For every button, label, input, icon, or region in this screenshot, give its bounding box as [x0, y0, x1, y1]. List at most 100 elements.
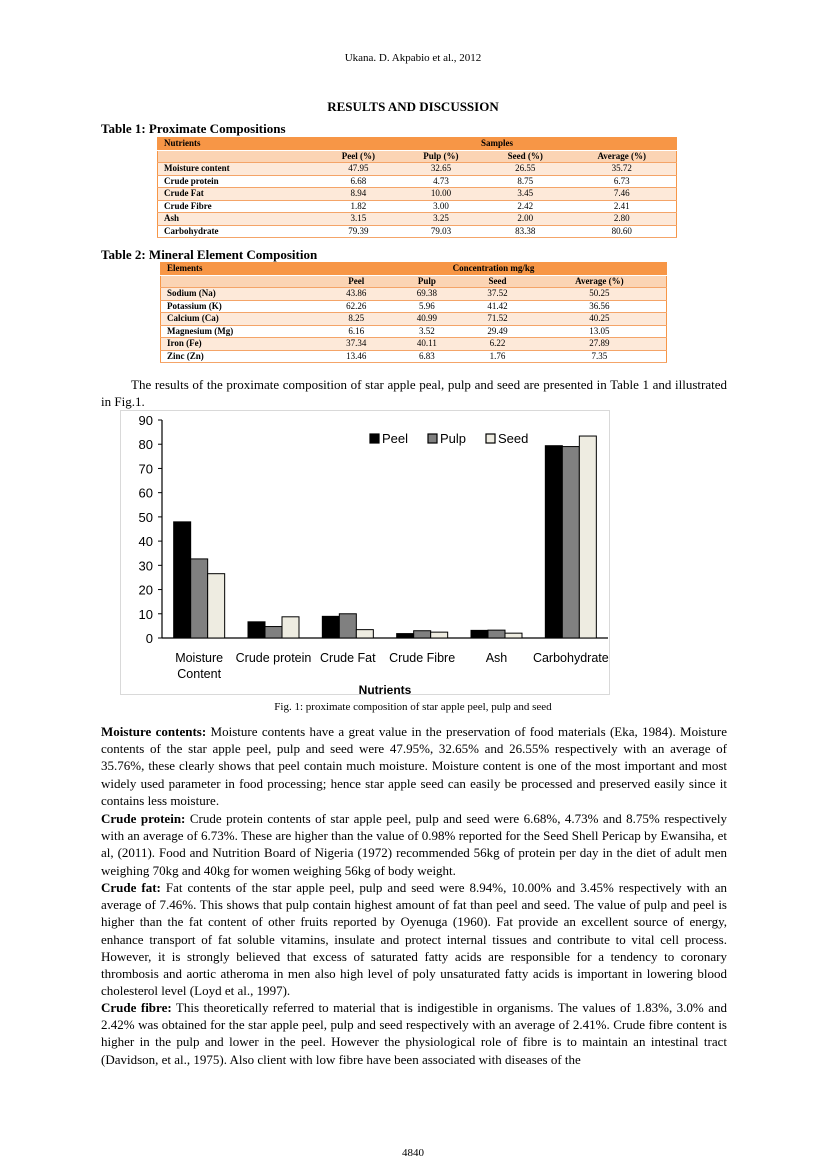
cell-value: 26.55: [483, 162, 568, 176]
bar-pulp: [338, 613, 357, 639]
y-tick-label: 70: [139, 461, 153, 476]
table1-row: Crude Fibre 1.82 3.00 2.42 2.41: [157, 200, 677, 213]
cell-value: 3.25: [398, 212, 484, 226]
x-tick-label: Crude Fibre: [389, 651, 455, 665]
section-title: RESULTS AND DISCUSSION: [327, 99, 499, 114]
y-tick-label: 50: [139, 510, 153, 525]
cell-value: 35.72: [567, 162, 677, 176]
table1-row: Ash 3.15 3.25 2.00 2.80: [157, 212, 677, 226]
paragraph-fibre: Crude fibre: This theoretically referred…: [101, 999, 727, 1068]
bar-seed: [355, 629, 374, 639]
bar-seed: [430, 631, 449, 639]
y-tick-label: 0: [146, 631, 153, 646]
table1-subheader: Peel (%): [318, 150, 399, 163]
cell-value: 8.75: [483, 175, 568, 188]
cell-value: 50.25: [532, 287, 667, 301]
cell-value: 36.56: [532, 300, 667, 313]
cell-value: 79.03: [398, 225, 484, 238]
proximate-bar-chart: 0 10 20 30 40 50 60 70 80 90 Moisture Content Crude …: [120, 410, 610, 697]
paragraph-moisture: Moisture contents: Moisture contents hav…: [101, 723, 727, 809]
legend-swatch-peel: [369, 433, 380, 444]
row-label: Ash: [157, 212, 318, 226]
cell-value: 2.80: [567, 212, 677, 226]
x-tick-label: Carbohydrate: [533, 651, 609, 665]
bar-peel: [247, 621, 266, 639]
cell-value: 29.49: [462, 325, 533, 338]
table2-col-concentration: Concentration mg/kg: [321, 262, 667, 276]
table1-subheader: Seed (%): [483, 150, 568, 163]
cell-value: 47.95: [318, 162, 399, 176]
cell-value: 13.05: [532, 325, 667, 338]
y-tick-label: 40: [139, 534, 153, 549]
cell-value: 62.26: [321, 300, 392, 313]
legend-label-peel: Peel: [382, 431, 408, 446]
cell-value: 1.76: [462, 350, 533, 363]
table1-col-samples: Samples: [318, 137, 677, 151]
cell-value: 7.46: [567, 187, 677, 201]
heading-fat: Crude fat:: [101, 880, 161, 895]
bar-pulp: [264, 626, 283, 639]
bar-peel: [321, 615, 340, 639]
cell-value: 80.60: [567, 225, 677, 238]
cell-value: 32.65: [398, 162, 484, 176]
row-label: Iron (Fe): [160, 337, 321, 351]
page-number: 4840: [402, 1147, 424, 1159]
text-moisture: Moisture contents have a great value in …: [101, 724, 727, 808]
table-mineral: Elements Concentration mg/kg Peel Pulp S…: [160, 262, 667, 363]
table1-subheader: Pulp (%): [398, 150, 484, 163]
cell-value: 3.15: [318, 212, 399, 226]
table2-col-elements: Elements: [160, 262, 321, 276]
heading-protein: Crude protein:: [101, 811, 186, 826]
cell-value: 10.00: [398, 187, 484, 201]
table-proximate: Nutrients Samples Peel (%) Pulp (%) Seed…: [157, 137, 677, 238]
row-label: Carbohydrate: [157, 225, 318, 238]
table1-row: Carbohydrate 79.39 79.03 83.38 80.60: [157, 225, 677, 238]
table1-col-nutrients: Nutrients: [157, 137, 318, 151]
cell-value: 2.00: [483, 212, 568, 226]
paragraph-fat: Crude fat: Fat contents of the star appl…: [101, 879, 727, 999]
cell-value: 40.11: [391, 337, 463, 351]
table2-row: Sodium (Na) 43.86 69.38 37.52 50.25: [160, 287, 667, 301]
bar-pulp: [190, 558, 209, 639]
row-label: Crude Fat: [157, 187, 318, 201]
cell-value: 40.25: [532, 312, 667, 326]
text-fibre: This theoretically referred to material …: [101, 1000, 727, 1067]
table2-subheader: Average (%): [532, 275, 667, 288]
row-label: Crude Fibre: [157, 200, 318, 213]
heading-fibre: Crude fibre:: [101, 1000, 172, 1015]
y-tick-label: 10: [139, 607, 153, 622]
table2-subheader: Seed: [462, 275, 533, 288]
cell-value: 37.34: [321, 337, 392, 351]
cell-value: 43.86: [321, 287, 392, 301]
x-axis-title: Nutrients: [359, 683, 412, 697]
bar-seed: [281, 616, 300, 639]
cell-value: 3.45: [483, 187, 568, 201]
row-label: Zinc (Zn): [160, 350, 321, 363]
cell-value: 83.38: [483, 225, 568, 238]
table2-subheader: Peel: [321, 275, 392, 288]
table2-title: Table 2: Mineral Element Composition: [101, 247, 318, 262]
cell-value: 2.42: [483, 200, 568, 213]
paragraph-protein: Crude protein: Crude protein contents of…: [101, 810, 727, 879]
cell-value: 13.46: [321, 350, 392, 363]
text-fat: Fat contents of the star apple peel, pul…: [101, 880, 727, 999]
cell-value: 2.41: [567, 200, 677, 213]
cell-value: 7.35: [532, 350, 667, 363]
table1-row: Crude protein 6.68 4.73 8.75 6.73: [157, 175, 677, 188]
row-label: Calcium (Ca): [160, 312, 321, 326]
cell-value: 27.89: [532, 337, 667, 351]
row-label: Potassium (K): [160, 300, 321, 313]
bar-peel: [173, 521, 192, 639]
cell-value: 6.68: [318, 175, 399, 188]
cell-value: 5.96: [391, 300, 463, 313]
legend-label-seed: Seed: [498, 431, 528, 446]
cell-value: 41.42: [462, 300, 533, 313]
cell-value: 71.52: [462, 312, 533, 326]
y-tick-label: 60: [139, 486, 153, 501]
x-tick-label: Crude Fat: [320, 651, 376, 665]
cell-value: 6.16: [321, 325, 392, 338]
row-label: Crude protein: [157, 175, 318, 188]
text-protein: Crude protein contents of star apple pee…: [101, 811, 727, 878]
bar-peel: [470, 629, 489, 639]
legend-swatch-seed: [485, 433, 496, 444]
